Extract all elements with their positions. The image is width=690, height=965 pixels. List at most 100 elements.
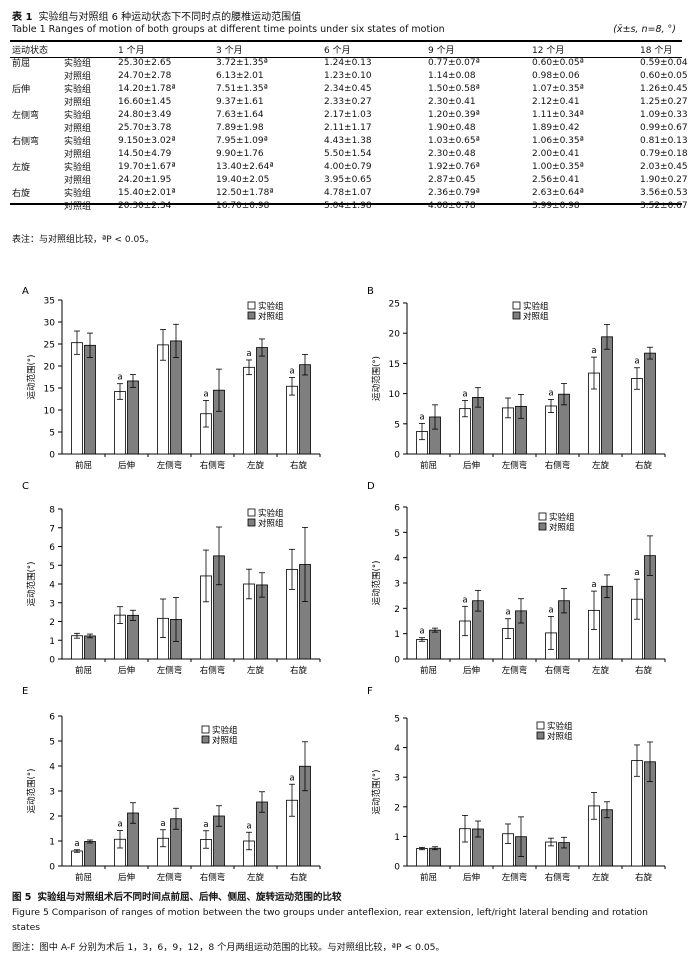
bar-experimental [243,366,255,455]
y-tick-label: 5 [394,420,400,430]
table-cell: 0.59±0.04 [640,57,688,68]
legend-label: 对照组 [212,735,238,746]
bar-experimental [416,639,428,660]
table-cell: 25.30±2.65 [118,57,172,68]
x-tick-label: 左旋 [592,872,610,882]
x-tick-label: 右侧弯 [545,460,571,471]
table-top-rule [10,40,682,42]
significance-mark: a [419,627,424,637]
table-row: 后伸 实验组 14.20±1.78ª 7.51±1.35ª 2.34±0.45 1.50±… [12,82,688,96]
table-note: 表注：与对照组比较，ªP < 0.05。 [12,235,154,245]
bar-control [84,635,96,660]
figure-caption-en-1: Figure 5 Comparison of ranges of motion … [12,907,648,918]
significance-mark: a [505,608,510,618]
y-axis-label: 运动范围(°) [26,769,37,814]
table-cell: 2.00±0.41 [532,148,580,159]
legend-swatch [247,508,256,517]
x-tick-label: 左旋 [592,665,610,676]
x-tick-label: 左旋 [592,460,610,471]
x-tick-label: 左侧弯 [502,872,528,882]
y-axis-label: 运动范围(°) [26,355,37,400]
table-cell: 0.99±0.67 [640,122,688,133]
significance-mark: a [634,568,639,578]
y-tick-label: 5 [49,429,55,439]
y-tick-label: 0 [49,656,55,666]
table-cell: 24.80±3.49 [118,109,172,120]
x-tick-label: 后伸 [118,665,135,676]
legend-label: 对照组 [258,518,284,529]
table-cell: 7.95±1.09ª [216,135,268,146]
y-tick-label: 3 [394,580,400,590]
y-tick-label: 10 [389,390,401,400]
table-cell: 12.50±1.78ª [216,187,274,198]
significance-mark: a [246,821,251,831]
x-tick-label: 后伸 [118,460,135,471]
table-header-cell [64,42,118,56]
chart-panel-b: B 0 5 10 15 20 25 运动范围(°) 前屈 a 后伸 a 左侧弯 右侧弯 a 左旋 a 右旋 a 实验组… [367,286,666,471]
table-cell: 3.52±0.67 [640,200,688,211]
table-cell: 2.33±0.27 [324,96,372,107]
table-row: 右旋 实验组 15.40±2.01ª 12.50±1.78ª 4.78±1.07 2.36… [12,186,688,200]
table-cell: 3.72±1.35ª [216,57,268,68]
table-cell: 实验组 [64,111,92,121]
x-tick-label: 右侧弯 [200,665,226,676]
y-tick-label: 35 [44,297,55,307]
table-cell: 实验组 [64,189,92,199]
table-cell: 左旋 [12,163,31,173]
table-cell: 对照组 [64,98,92,108]
table-cell: 2.36±0.79ª [428,187,480,198]
table-cell: 实验组 [64,137,92,147]
panel-letter: E [22,686,28,697]
table-cell: 对照组 [64,72,92,82]
table-cell: 1.24±0.13 [324,57,372,68]
y-tick-label: 30 [44,319,56,329]
y-tick-label: 25 [44,341,55,351]
table-cell [12,121,64,134]
table-bottom-rule [10,203,682,205]
significance-mark: a [160,819,165,829]
significance-mark: a [74,839,79,849]
panel-letter: D [367,481,375,492]
x-tick-label: 右旋 [290,460,308,471]
table-row: 对照组 25.70±3.78 7.89±1.98 2.11±1.17 1.90±0.48… [12,121,688,135]
table-row: 对照组 16.60±1.45 9.37±1.61 2.33±0.27 2.30±0.41… [12,95,688,109]
legend-swatch [512,301,521,310]
x-tick-label: 右旋 [635,872,653,882]
table-cell: 1.00±0.35ª [532,161,584,172]
y-tick-label: 1 [49,838,55,848]
table-cell: 1.92±0.76ª [428,161,480,172]
table-cell: 2.63±0.64ª [532,187,584,198]
table-cell: 5.04±1.98 [324,200,372,211]
table-cell: 1.11±0.34ª [532,109,584,120]
legend-swatch [247,311,256,320]
bar-control [429,847,441,867]
table-cell: 19.40±2.05 [216,174,270,185]
x-tick-label: 后伸 [118,872,135,882]
significance-mark: a [289,773,294,783]
significance-mark: a [203,820,208,830]
y-tick-label: 2 [394,803,400,813]
x-tick-label: 前屈 [75,665,92,676]
bar-experimental [631,378,643,455]
table-cell: 1.89±0.42 [532,122,580,133]
y-tick-label: 0 [394,863,400,873]
table-header-row: 运动状态 1 个月 3 个月 6 个月 9 个月 12 个月 18 个月 [12,42,688,56]
y-tick-label: 2 [394,605,400,615]
table-header-cell: 6 个月 [324,45,351,56]
table-row: 对照组 14.50±4.79 9.90±1.76 5.50±1.54 2.30±0.48… [12,147,688,161]
y-tick-label: 6 [394,504,400,514]
y-tick-label: 15 [389,360,400,370]
y-axis-label: 运动范围(°) [371,561,382,606]
table-cell: 6.13±2.01 [216,70,264,81]
table-cell: 20.30±2.34 [118,200,172,211]
legend-label: 实验组 [258,508,284,519]
table-cell: 9.150±3.02ª [118,135,176,146]
table-cell: 实验组 [64,163,92,173]
legend-swatch [536,721,545,730]
figure-caption-cn: 图 5 实验组与对照组术后不同时间点前屈、后伸、侧屈、旋转运动范围的比较 [12,892,342,903]
table-cell: 2.11±1.17 [324,122,372,133]
table-cell: 1.50±0.58ª [428,83,480,94]
figure-caption-en-2: states [12,922,41,933]
table-cell: 1.25±0.27 [640,96,688,107]
table-cell: 前屈 [12,59,31,69]
